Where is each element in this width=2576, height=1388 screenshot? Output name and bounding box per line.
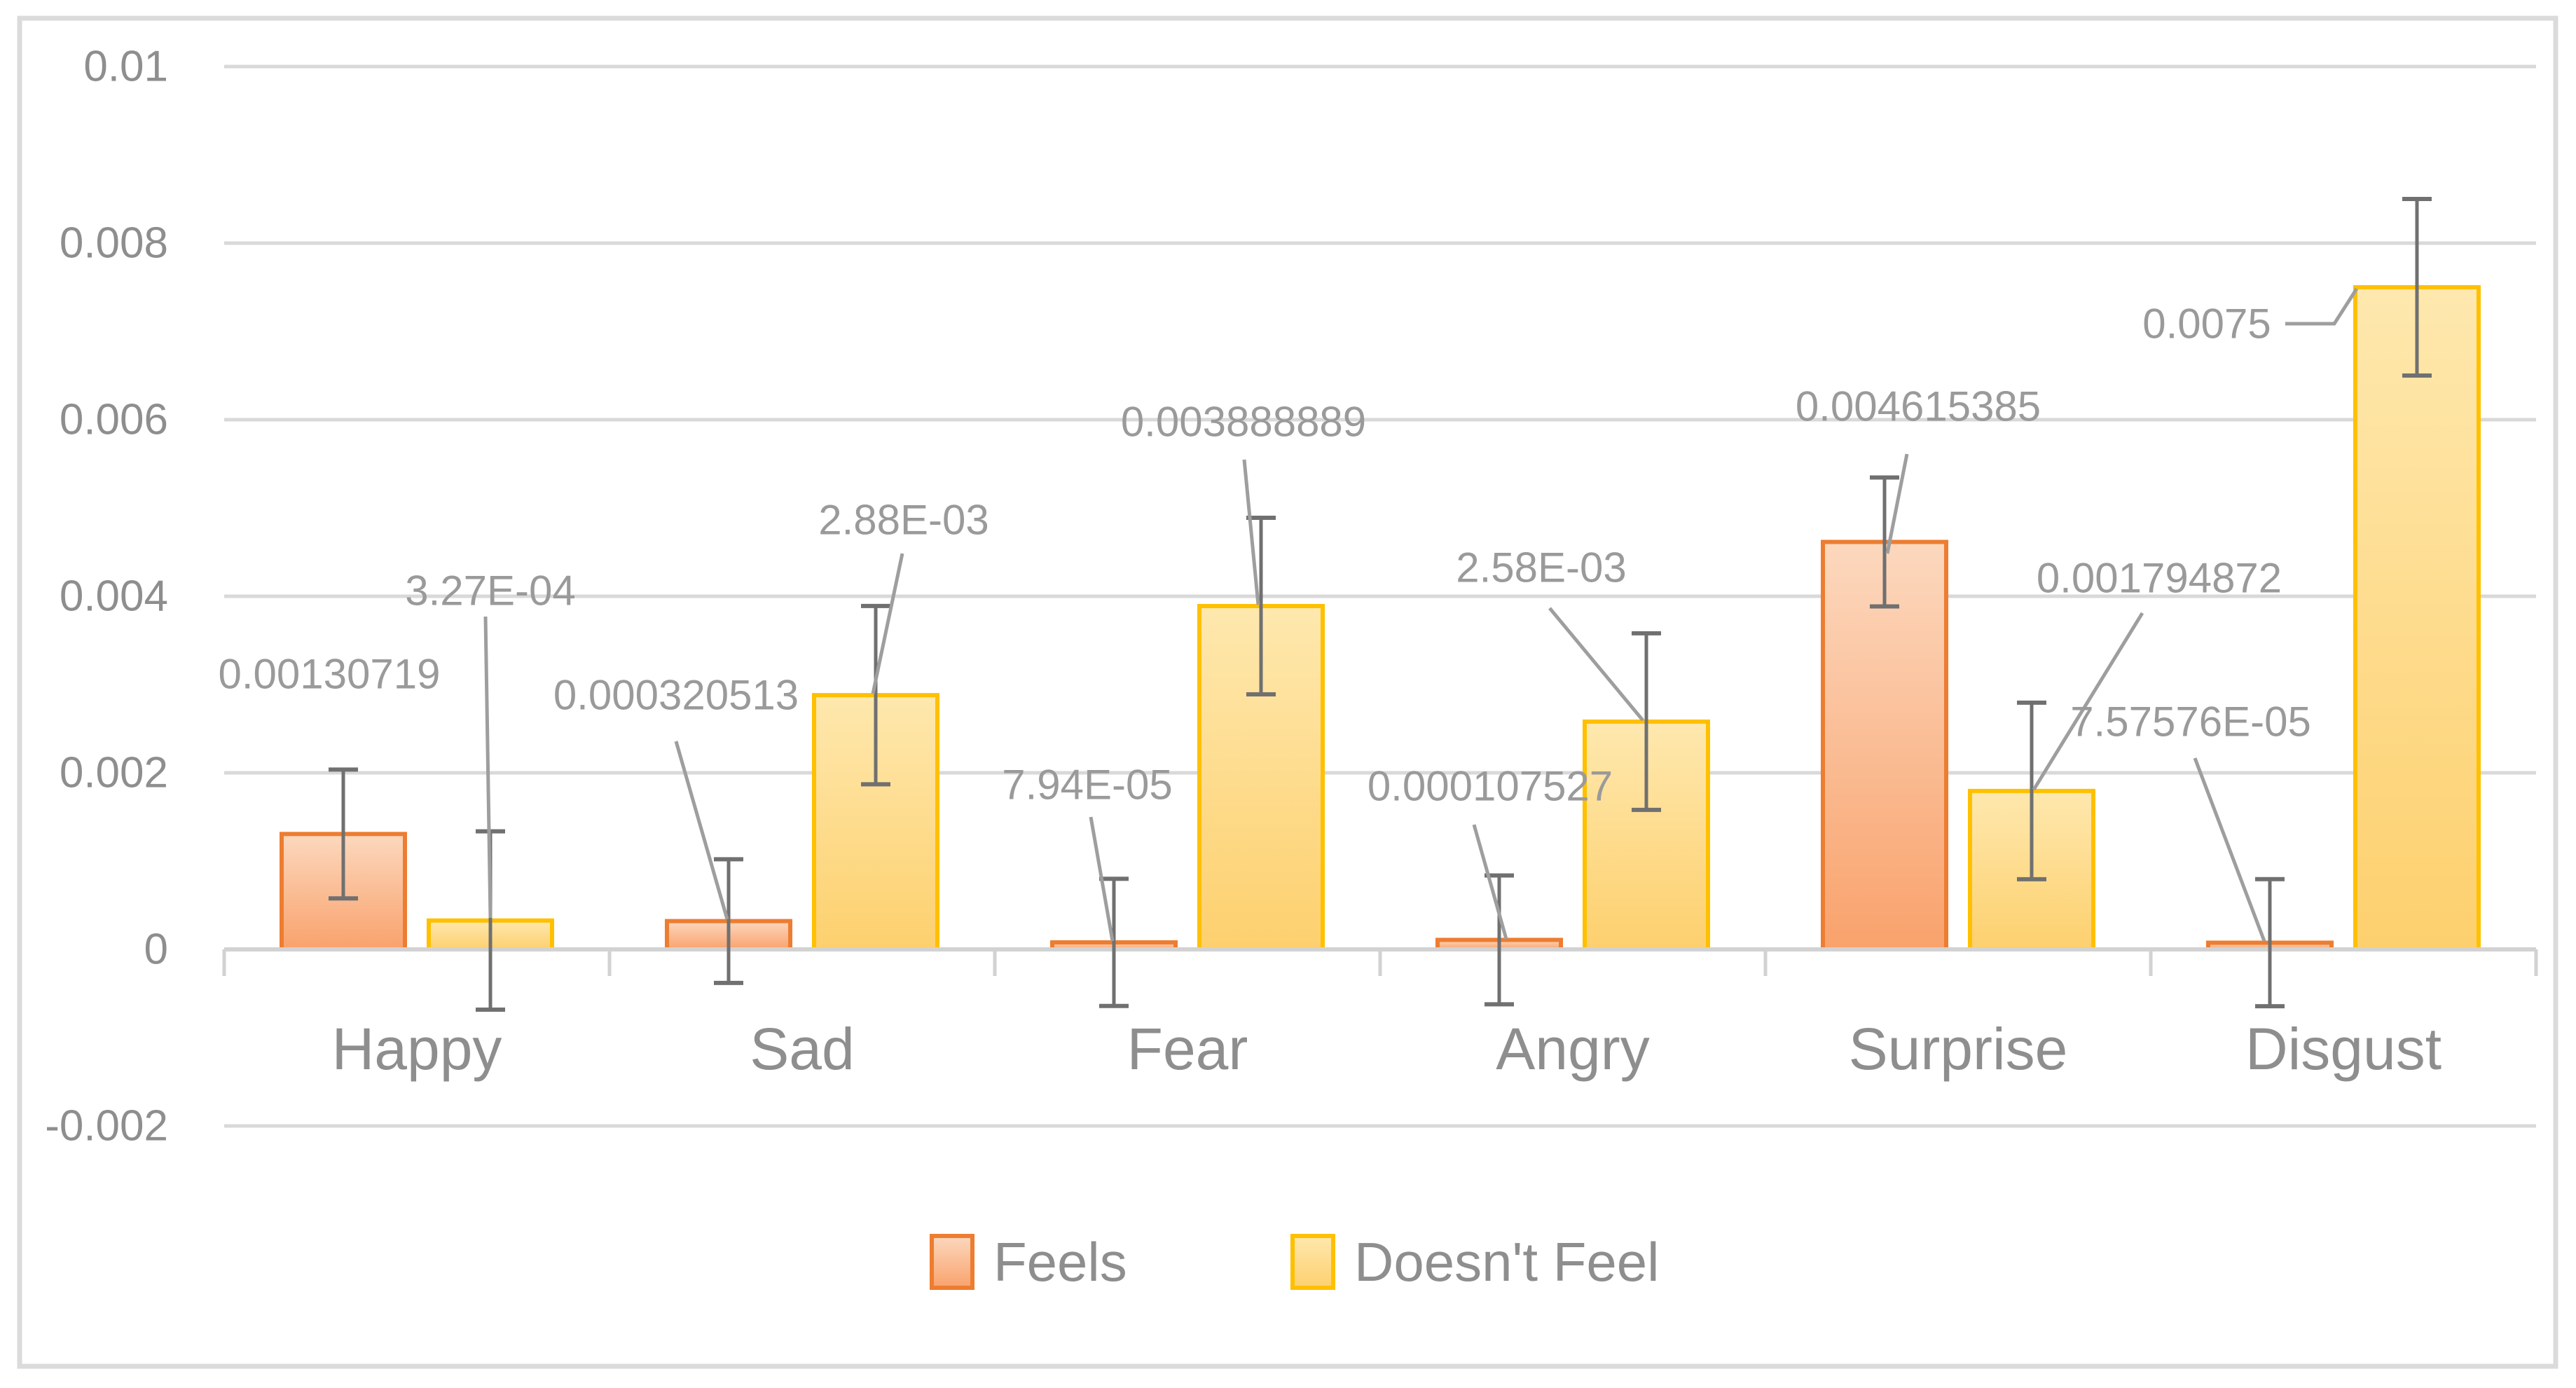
legend-label-doesn-t-feel: Doesn't Feel (1354, 1231, 1659, 1293)
leader-line-doesn-t-feel-disgust (2285, 287, 2359, 326)
leader-line-doesn-t-feel-fear (1242, 459, 1260, 605)
data-label-doesn-t-feel-angry: 2.58E-03 (1456, 544, 1627, 591)
data-label-doesn-t-feel-disgust: 0.0075 (2142, 301, 2271, 348)
data-label-feels-happy: 0.00130719 (219, 651, 441, 698)
legend-label-feels: Feels (993, 1231, 1127, 1293)
leader-line-feels-disgust (2193, 757, 2266, 942)
leader-line-doesn-t-feel-angry (1548, 607, 1644, 722)
y-tick-label-0.006: 0.006 (60, 396, 168, 444)
data-label-doesn-t-feel-happy: 3.27E-04 (405, 568, 576, 614)
x-category-label-happy: Happy (332, 1016, 502, 1082)
data-label-feels-disgust: 7.57576E-05 (2070, 699, 2311, 745)
x-category-label-surprise: Surprise (1849, 1016, 2068, 1082)
leader-line-feels-surprise (1885, 453, 1909, 554)
x-category-label-sad: Sad (750, 1016, 854, 1082)
data-label-feels-sad: 0.000320513 (553, 672, 799, 719)
leader-line-doesn-t-feel-sad (871, 553, 904, 694)
y-tick-label-0: 0 (144, 926, 168, 974)
data-label-doesn-t-feel-surprise: 0.001794872 (2037, 555, 2282, 602)
leader-line-feels-angry (1472, 824, 1508, 940)
data-label-feels-fear: 7.94E-05 (1002, 762, 1173, 809)
y-tick-label-0.004: 0.004 (60, 572, 168, 621)
y-tick-label-0.008: 0.008 (60, 219, 168, 268)
leader-line-doesn-t-feel-happy (483, 616, 493, 919)
y-tick-label-0.01: 0.01 (83, 43, 168, 91)
y-tick-label-0.002: 0.002 (60, 749, 168, 797)
x-category-label-fear: Fear (1127, 1016, 1248, 1082)
x-category-label-disgust: Disgust (2245, 1016, 2441, 1082)
data-label-doesn-t-feel-sad: 2.88E-03 (818, 497, 989, 544)
leader-line-feels-sad (674, 741, 729, 920)
data-label-feels-angry: 0.000107527 (1368, 763, 1613, 810)
legend-swatch-doesn-t-feel (1290, 1234, 1335, 1290)
data-label-feels-surprise: 0.004615385 (1796, 383, 2041, 430)
leader-line-feels-fear (1089, 816, 1115, 942)
legend-swatch-feels (930, 1234, 974, 1290)
chart-border (17, 15, 2558, 1369)
x-category-label-angry: Angry (1496, 1016, 1649, 1082)
bar-doesn-t-feel-disgust (2353, 285, 2481, 951)
leader-line-doesn-t-feel-surprise (2032, 612, 2144, 791)
data-label-doesn-t-feel-fear: 0.003888889 (1121, 399, 1366, 446)
y-tick-label--0.002: -0.002 (45, 1102, 168, 1150)
